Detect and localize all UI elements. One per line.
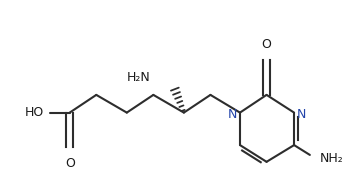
- Text: H₂N: H₂N: [127, 71, 150, 84]
- Text: N: N: [228, 108, 237, 121]
- Text: HO: HO: [24, 106, 44, 119]
- Text: N: N: [297, 108, 307, 121]
- Text: O: O: [262, 38, 271, 51]
- Text: O: O: [65, 157, 75, 170]
- Text: NH₂: NH₂: [320, 152, 344, 165]
